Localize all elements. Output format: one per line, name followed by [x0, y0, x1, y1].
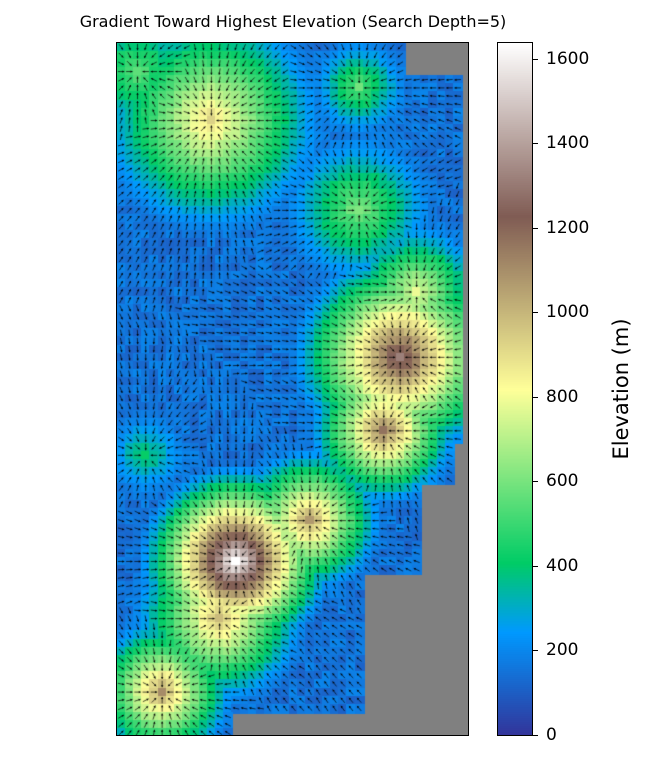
colorbar-axis: 0 200 400 600 800 1000 1200 1400 1600 [533, 42, 593, 745]
colorbar-label: Elevation (m) [609, 318, 633, 460]
colorbar-tick [533, 735, 538, 736]
colorbar-tick-label: 200 [546, 640, 579, 661]
colorbar-tick-label: 0 [546, 725, 557, 745]
colorbar-gradient [498, 43, 532, 735]
colorbar-tick-label: 1400 [546, 133, 590, 154]
colorbar-tick [533, 396, 538, 398]
colorbar-tick-label: 400 [546, 555, 579, 576]
colorbar-tick [533, 143, 538, 145]
colorbar [497, 42, 533, 736]
colorbar-tick [533, 312, 538, 314]
colorbar-tick [533, 565, 538, 567]
colorbar-tick [533, 481, 538, 483]
heatmap-canvas [117, 43, 468, 735]
colorbar-tick [533, 58, 538, 60]
chart-title: Gradient Toward Highest Elevation (Searc… [79, 12, 507, 31]
elevation-heatmap [116, 42, 469, 736]
colorbar-tick [533, 227, 538, 229]
colorbar-tick-label: 800 [546, 386, 579, 407]
colorbar-tick-label: 1600 [546, 48, 590, 69]
colorbar-tick-label: 600 [546, 471, 579, 492]
colorbar-tick [533, 650, 538, 652]
colorbar-tick-label: 1000 [546, 302, 590, 323]
colorbar-tick-label: 1200 [546, 217, 590, 238]
